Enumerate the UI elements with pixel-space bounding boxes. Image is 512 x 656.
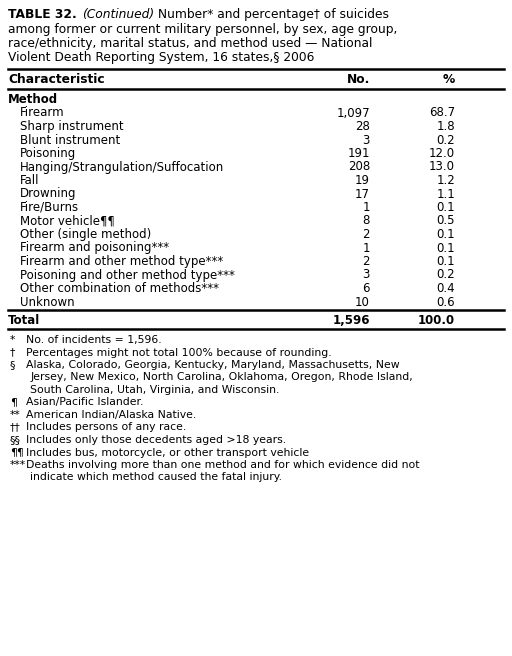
Text: 0.2: 0.2: [436, 134, 455, 146]
Text: 0.4: 0.4: [436, 282, 455, 295]
Text: Deaths involving more than one method and for which evidence did not: Deaths involving more than one method an…: [26, 460, 419, 470]
Text: South Carolina, Utah, Virginia, and Wisconsin.: South Carolina, Utah, Virginia, and Wisc…: [30, 385, 280, 395]
Text: Unknown: Unknown: [20, 295, 75, 308]
Text: Method: Method: [8, 93, 58, 106]
Text: †: †: [10, 348, 15, 358]
Text: Jersey, New Mexico, North Carolina, Oklahoma, Oregon, Rhode Island,: Jersey, New Mexico, North Carolina, Okla…: [30, 373, 413, 382]
Text: §: §: [10, 360, 15, 370]
Text: %: %: [443, 73, 455, 86]
Text: Drowning: Drowning: [20, 188, 76, 201]
Text: 0.6: 0.6: [436, 295, 455, 308]
Text: 3: 3: [362, 134, 370, 146]
Text: TABLE 32.: TABLE 32.: [8, 8, 77, 21]
Text: ***: ***: [10, 460, 26, 470]
Text: 191: 191: [348, 147, 370, 160]
Text: ¶: ¶: [10, 398, 17, 407]
Text: Motor vehicle¶¶: Motor vehicle¶¶: [20, 215, 115, 228]
Text: **: **: [10, 410, 21, 420]
Text: 0.1: 0.1: [436, 201, 455, 214]
Text: Poisoning: Poisoning: [20, 147, 76, 160]
Text: Fire/Burns: Fire/Burns: [20, 201, 79, 214]
Text: 1,596: 1,596: [332, 314, 370, 327]
Text: 100.0: 100.0: [418, 314, 455, 327]
Text: 13.0: 13.0: [429, 161, 455, 173]
Text: 8: 8: [362, 215, 370, 228]
Text: Other combination of methods***: Other combination of methods***: [20, 282, 219, 295]
Text: No.: No.: [347, 73, 370, 86]
Text: Characteristic: Characteristic: [8, 73, 104, 86]
Text: No. of incidents = 1,596.: No. of incidents = 1,596.: [26, 335, 162, 345]
Text: Percentages might not total 100% because of rounding.: Percentages might not total 100% because…: [26, 348, 332, 358]
Text: indicate which method caused the fatal injury.: indicate which method caused the fatal i…: [30, 472, 282, 483]
Text: 2: 2: [362, 228, 370, 241]
Text: §§: §§: [10, 435, 21, 445]
Text: Blunt instrument: Blunt instrument: [20, 134, 120, 146]
Text: Number* and percentage† of suicides: Number* and percentage† of suicides: [154, 8, 389, 21]
Text: 1,097: 1,097: [336, 106, 370, 119]
Text: 0.5: 0.5: [437, 215, 455, 228]
Text: Firearm and poisoning***: Firearm and poisoning***: [20, 241, 169, 255]
Text: Includes bus, motorcycle, or other transport vehicle: Includes bus, motorcycle, or other trans…: [26, 447, 309, 457]
Text: ¶¶: ¶¶: [10, 447, 24, 457]
Text: 0.1: 0.1: [436, 241, 455, 255]
Text: 1.8: 1.8: [436, 120, 455, 133]
Text: 0.1: 0.1: [436, 228, 455, 241]
Text: 1: 1: [362, 241, 370, 255]
Text: Other (single method): Other (single method): [20, 228, 151, 241]
Text: 12.0: 12.0: [429, 147, 455, 160]
Text: Firearm: Firearm: [20, 106, 65, 119]
Text: 17: 17: [355, 188, 370, 201]
Text: ††: ††: [10, 422, 21, 432]
Text: 1.2: 1.2: [436, 174, 455, 187]
Text: Total: Total: [8, 314, 40, 327]
Text: 2: 2: [362, 255, 370, 268]
Text: 208: 208: [348, 161, 370, 173]
Text: Includes only those decedents aged >18 years.: Includes only those decedents aged >18 y…: [26, 435, 286, 445]
Text: 0.1: 0.1: [436, 255, 455, 268]
Text: Asian/Pacific Islander.: Asian/Pacific Islander.: [26, 398, 143, 407]
Text: Poisoning and other method type***: Poisoning and other method type***: [20, 268, 235, 281]
Text: race/ethnicity, marital status, and method used — National: race/ethnicity, marital status, and meth…: [8, 37, 372, 50]
Text: Violent Death Reporting System, 16 states,§ 2006: Violent Death Reporting System, 16 state…: [8, 52, 314, 64]
Text: Alaska, Colorado, Georgia, Kentucky, Maryland, Massachusetts, New: Alaska, Colorado, Georgia, Kentucky, Mar…: [26, 360, 400, 370]
Text: 1.1: 1.1: [436, 188, 455, 201]
Text: among former or current military personnel, by sex, age group,: among former or current military personn…: [8, 22, 397, 35]
Text: Firearm and other method type***: Firearm and other method type***: [20, 255, 223, 268]
Text: 0.2: 0.2: [436, 268, 455, 281]
Text: 3: 3: [362, 268, 370, 281]
Text: Includes persons of any race.: Includes persons of any race.: [26, 422, 186, 432]
Text: Fall: Fall: [20, 174, 39, 187]
Text: 28: 28: [355, 120, 370, 133]
Text: Hanging/Strangulation/Suffocation: Hanging/Strangulation/Suffocation: [20, 161, 224, 173]
Text: (Continued): (Continued): [82, 8, 154, 21]
Text: 1: 1: [362, 201, 370, 214]
Text: 10: 10: [355, 295, 370, 308]
Text: American Indian/Alaska Native.: American Indian/Alaska Native.: [26, 410, 196, 420]
Text: 19: 19: [355, 174, 370, 187]
Text: *: *: [10, 335, 15, 345]
Text: 68.7: 68.7: [429, 106, 455, 119]
Text: Sharp instrument: Sharp instrument: [20, 120, 123, 133]
Text: 6: 6: [362, 282, 370, 295]
